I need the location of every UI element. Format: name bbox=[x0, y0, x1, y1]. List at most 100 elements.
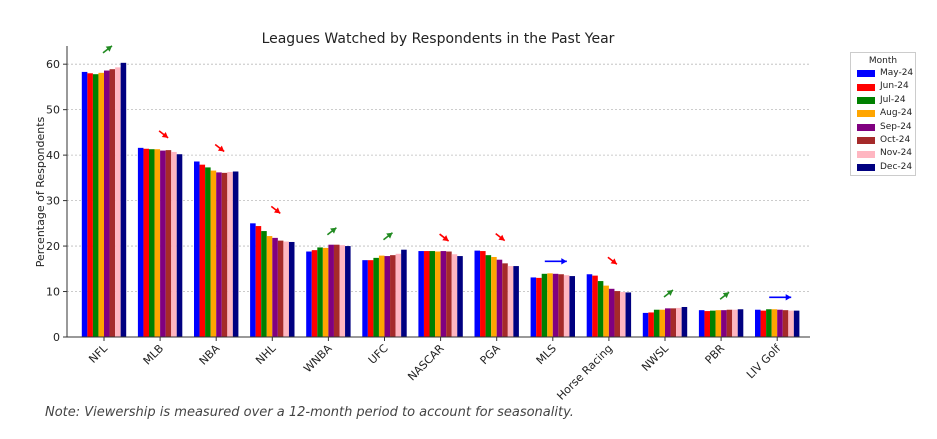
bar bbox=[440, 251, 447, 337]
bar bbox=[210, 170, 217, 337]
trend-arrow bbox=[544, 258, 567, 265]
bar bbox=[104, 70, 110, 338]
bar bbox=[665, 308, 671, 337]
legend: Month May-24 Jun-24 Jul-24 Aug-24 Sep-24 Oct-… bbox=[850, 52, 916, 176]
bar bbox=[710, 310, 716, 337]
x-tick-label: WNBA bbox=[301, 342, 335, 376]
trend-arrow bbox=[158, 130, 169, 139]
bar bbox=[569, 276, 575, 337]
bar bbox=[435, 251, 441, 337]
bar bbox=[98, 72, 104, 337]
y-tick-label: 30 bbox=[46, 195, 60, 208]
bar bbox=[457, 256, 463, 337]
legend-swatch bbox=[857, 83, 875, 91]
bar bbox=[659, 309, 665, 337]
x-tick-label: PGA bbox=[478, 342, 504, 368]
bar bbox=[171, 151, 177, 337]
bar bbox=[446, 251, 452, 337]
trend-arrow bbox=[663, 289, 674, 298]
bar bbox=[541, 273, 548, 337]
bar bbox=[401, 249, 407, 337]
bar bbox=[165, 150, 172, 337]
y-axis-label: Percentage of Respondents bbox=[34, 116, 47, 267]
trend-arrow bbox=[719, 291, 730, 300]
bar bbox=[390, 255, 396, 337]
bar bbox=[143, 148, 149, 337]
bar bbox=[277, 240, 284, 337]
bar bbox=[232, 171, 239, 337]
bar bbox=[552, 273, 559, 337]
bar bbox=[283, 241, 289, 337]
legend-label: Oct-24 bbox=[880, 134, 911, 145]
bar bbox=[737, 309, 744, 337]
x-tick-label: MLS bbox=[534, 342, 559, 367]
bar bbox=[149, 149, 155, 337]
legend-label: Dec-24 bbox=[880, 161, 913, 172]
bar bbox=[317, 247, 323, 337]
bar bbox=[362, 260, 368, 337]
footnote: Note: Viewership is measured over a 12-m… bbox=[45, 405, 574, 420]
legend-label: Jul-24 bbox=[880, 94, 906, 105]
trend-arrow bbox=[495, 232, 506, 242]
y-tick-label: 60 bbox=[46, 58, 60, 71]
trend-arrow bbox=[214, 143, 225, 153]
bar bbox=[507, 266, 514, 337]
bar bbox=[653, 309, 660, 337]
legend-label: Nov-24 bbox=[880, 148, 913, 159]
bar bbox=[766, 309, 772, 337]
x-tick-label: NHL bbox=[253, 341, 279, 367]
bar bbox=[115, 67, 121, 338]
bar bbox=[272, 237, 278, 337]
bar bbox=[648, 312, 654, 337]
legend-swatch bbox=[857, 70, 875, 78]
bar bbox=[87, 73, 93, 337]
x-tick-label: NFL bbox=[86, 341, 110, 365]
trend-arrow bbox=[102, 45, 113, 54]
bar bbox=[154, 149, 161, 337]
bar bbox=[120, 62, 127, 337]
bar bbox=[322, 247, 329, 337]
bar bbox=[755, 309, 761, 337]
bar bbox=[530, 277, 537, 337]
legend-items: May-24 Jun-24 Jul-24 Aug-24 Sep-24 Oct-24 Nov-… bbox=[851, 67, 915, 174]
legend-item: Dec-24 bbox=[851, 161, 915, 174]
legend-item: Aug-24 bbox=[851, 107, 915, 120]
trend-arrow bbox=[270, 205, 281, 214]
bar bbox=[782, 310, 789, 337]
bar bbox=[429, 251, 436, 337]
y-tick-label: 20 bbox=[46, 240, 60, 253]
bar bbox=[205, 167, 211, 337]
bar bbox=[620, 291, 626, 337]
bar bbox=[625, 292, 632, 337]
x-tick-label: MLB bbox=[141, 342, 167, 368]
bar bbox=[496, 259, 503, 337]
bar bbox=[563, 275, 570, 337]
y-tick-label: 10 bbox=[46, 286, 60, 299]
bar bbox=[378, 255, 385, 337]
bar bbox=[176, 154, 183, 337]
x-tick-label: NWSL bbox=[639, 341, 672, 374]
bar bbox=[160, 150, 166, 337]
bar bbox=[92, 74, 99, 337]
bar bbox=[614, 291, 620, 337]
bar bbox=[788, 310, 794, 337]
bar bbox=[603, 285, 609, 337]
trend-arrow bbox=[607, 256, 618, 265]
bar bbox=[491, 256, 497, 337]
bar bbox=[423, 251, 430, 337]
bar bbox=[698, 310, 705, 337]
legend-swatch bbox=[857, 123, 875, 131]
bar bbox=[480, 251, 486, 337]
trend-arrow bbox=[383, 232, 393, 241]
x-tick-label: NASCAR bbox=[405, 342, 447, 384]
bar bbox=[81, 71, 88, 338]
bar bbox=[250, 223, 256, 337]
bar bbox=[367, 260, 374, 337]
legend-swatch bbox=[857, 96, 875, 104]
bar bbox=[221, 172, 228, 337]
chart-title: Leagues Watched by Respondents in the Pa… bbox=[262, 31, 615, 47]
bar bbox=[642, 312, 649, 337]
bar bbox=[384, 256, 391, 337]
legend-swatch bbox=[857, 110, 875, 118]
